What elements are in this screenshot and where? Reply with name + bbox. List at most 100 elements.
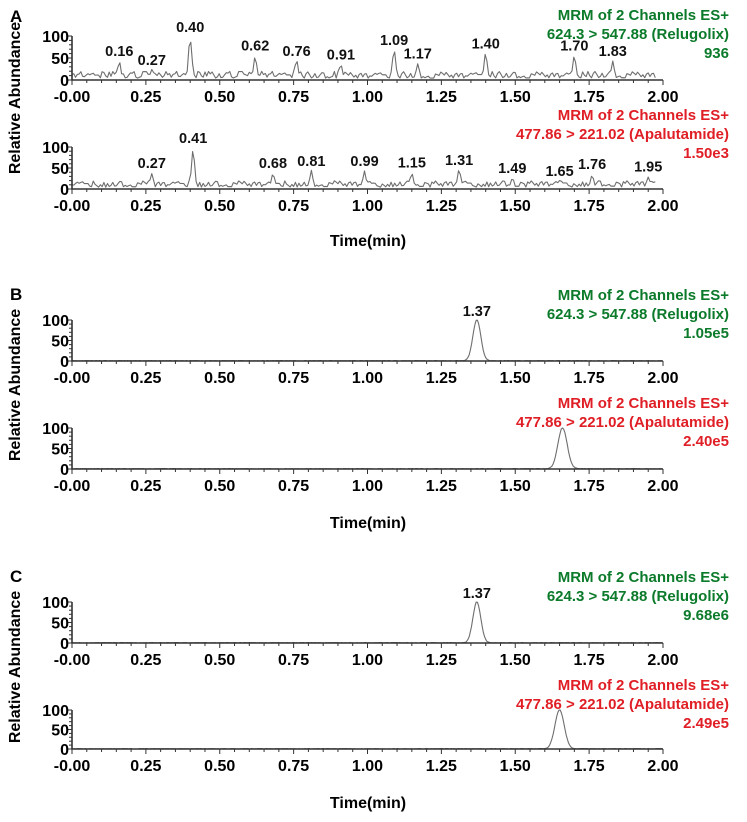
x-tick-label: -0.00 — [54, 758, 91, 775]
panel-letter: C — [10, 567, 22, 586]
y-tick-label: 0 — [60, 636, 69, 653]
x-tick-label: 0.50 — [204, 652, 235, 669]
y-tick-label: 50 — [51, 334, 69, 351]
x-tick-label: 0.25 — [130, 370, 161, 387]
x-tick-label: -0.00 — [54, 478, 91, 495]
peak-label: 0.68 — [259, 156, 287, 172]
peak-label: 0.40 — [176, 20, 204, 36]
channel-scan-mode: MRM of 2 Channels ES+ — [558, 107, 730, 124]
x-tick-label: 0.75 — [278, 652, 309, 669]
x-tick-label: -0.00 — [54, 370, 91, 387]
x-tick-label: 1.25 — [426, 198, 457, 215]
channel-scan-mode: MRM of 2 Channels ES+ — [558, 7, 730, 24]
channel-intensity: 9.68e6 — [683, 607, 729, 624]
x-tick-label: 0.25 — [130, 758, 161, 775]
x-axis-title: Time(min) — [330, 515, 406, 532]
channel-transition: 477.86 > 221.02 (Apalutamide) — [516, 414, 729, 431]
x-tick-label: 1.00 — [352, 758, 383, 775]
channel-intensity: 2.49e5 — [683, 715, 729, 732]
x-tick-label: 2.00 — [647, 478, 678, 495]
axis-lines — [71, 602, 663, 644]
peak-label: 0.91 — [327, 47, 355, 63]
x-tick-label: 0.25 — [130, 198, 161, 215]
signal-trace — [71, 151, 656, 188]
y-tick-label: 50 — [51, 442, 69, 459]
x-tick-label: 1.75 — [574, 89, 605, 106]
channel-transition: 477.86 > 221.02 (Apalutamide) — [516, 696, 729, 713]
y-axis-title: Relative Abundance — [7, 591, 24, 743]
y-tick-label: 0 — [60, 73, 69, 90]
x-tick-label: 2.00 — [647, 370, 678, 387]
x-tick-label: 2.00 — [647, 89, 678, 106]
x-tick-label: 0.75 — [278, 198, 309, 215]
x-tick-label: 1.50 — [500, 652, 531, 669]
x-tick-label: 1.75 — [574, 198, 605, 215]
chromatogram-apalutamide: 100 50 0-0.00 0.25 0.50 0.75 1.00 1.25 1.50 1.75 2… — [42, 395, 729, 495]
x-tick-label: 1.00 — [352, 89, 383, 106]
signal-trace — [71, 41, 656, 79]
peak-label: 1.76 — [578, 157, 606, 173]
x-tick-label: 0.50 — [204, 198, 235, 215]
channel-intensity: 2.40e5 — [683, 433, 729, 450]
channel-scan-mode: MRM of 2 Channels ES+ — [558, 395, 730, 412]
peak-label: 0.76 — [282, 44, 310, 60]
signal-trace — [71, 601, 662, 644]
x-tick-label: 0.75 — [278, 370, 309, 387]
axis-lines — [71, 428, 663, 470]
chromatogram-relugolix: 100 50 0-0.00 0.25 0.50 0.75 1.00 1.25 1.50 1.75 2… — [42, 287, 729, 387]
x-tick-label: 2.00 — [647, 758, 678, 775]
peak-label: 1.37 — [463, 304, 491, 320]
x-tick-label: 0.50 — [204, 89, 235, 106]
x-tick-label: -0.00 — [54, 652, 91, 669]
channel-scan-mode: MRM of 2 Channels ES+ — [558, 287, 730, 304]
peak-label: 1.70 — [560, 38, 588, 54]
x-tick-label: 1.00 — [352, 478, 383, 495]
peak-label: 1.95 — [634, 160, 662, 176]
x-tick-label: 1.75 — [574, 370, 605, 387]
chromatogram-relugolix: 100 50 0-0.00 0.25 0.50 0.75 1.00 1.25 1.50 1.75 2… — [42, 7, 729, 106]
signal-trace — [71, 319, 662, 362]
panel-letter: A — [10, 7, 22, 26]
y-tick-label: 50 — [51, 51, 69, 68]
x-tick-label: 1.50 — [500, 370, 531, 387]
y-axis-title: Relative Abundance — [7, 309, 24, 461]
peak-label: 1.37 — [463, 586, 491, 602]
y-tick-label: 100 — [42, 29, 69, 46]
x-tick-label: 0.50 — [204, 758, 235, 775]
y-tick-label: 100 — [42, 140, 69, 157]
peak-label: 1.17 — [404, 46, 432, 62]
y-tick-label: 50 — [51, 723, 69, 740]
peak-label: 1.31 — [445, 153, 473, 169]
peak-label: 0.27 — [138, 156, 166, 172]
x-tick-label: 0.50 — [204, 370, 235, 387]
x-tick-label: -0.00 — [54, 198, 91, 215]
x-tick-label: 0.25 — [130, 89, 161, 106]
peak-label: 1.49 — [498, 161, 526, 177]
x-tick-label: 1.25 — [426, 652, 457, 669]
chromatogram-apalutamide: 100 50 0-0.00 0.25 0.50 0.75 1.00 1.25 1.50 1.75 2… — [42, 107, 729, 215]
peak-label: 0.27 — [138, 53, 166, 69]
x-axis-title: Time(min) — [330, 233, 406, 250]
x-tick-label: 0.50 — [204, 478, 235, 495]
x-tick-label: 0.25 — [130, 652, 161, 669]
y-tick-label: 0 — [60, 354, 69, 371]
channel-transition: 624.3 > 547.88 (Relugolix) — [547, 306, 729, 323]
x-tick-label: 0.75 — [278, 478, 309, 495]
x-tick-label: 1.75 — [574, 758, 605, 775]
peak-label: 0.62 — [241, 38, 269, 54]
axis-lines — [71, 320, 663, 362]
peak-label: 1.09 — [380, 33, 408, 49]
x-tick-label: 0.75 — [278, 89, 309, 106]
y-tick-label: 100 — [42, 703, 69, 720]
channel-transition: 624.3 > 547.88 (Relugolix) — [547, 26, 729, 43]
peak-label: 1.15 — [398, 155, 426, 171]
y-tick-label: 50 — [51, 616, 69, 633]
panel-letter: B — [10, 285, 22, 304]
peak-label: 1.40 — [472, 37, 500, 53]
y-tick-label: 0 — [60, 462, 69, 479]
